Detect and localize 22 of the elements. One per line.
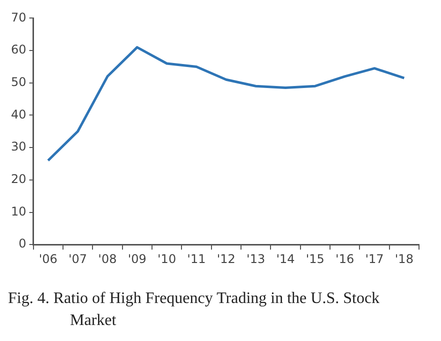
y-tick-label: 50 <box>10 75 26 90</box>
y-tick-label: 20 <box>10 172 26 186</box>
x-tick-label: '18 <box>394 252 414 266</box>
x-tick-label: '10 <box>158 252 176 266</box>
x-tick-label: '16 <box>336 252 354 266</box>
y-tick-label: 60 <box>10 42 26 57</box>
caption: Fig. 4. Ratio of High Frequency Trading in the U.S. Stock Market <box>8 289 381 331</box>
y-tick-label: 40 <box>10 107 26 122</box>
x-tick-label: '11 <box>187 252 206 266</box>
x-tick-label: '08 <box>98 252 117 266</box>
x-tick-label: '13 <box>246 252 266 266</box>
x-tick-label: '17 <box>365 252 384 266</box>
x-tick-label: '15 <box>306 252 324 266</box>
x-tick-label: '12 <box>216 252 236 266</box>
x-tick-label: '09 <box>128 252 146 266</box>
x-tick-label: '06 <box>38 252 58 266</box>
y-tick-label: 10 <box>10 204 26 218</box>
y-tick-label: 70 <box>10 10 26 24</box>
x-tick-label: '14 <box>276 252 295 266</box>
x-tick-label: '07 <box>68 252 88 266</box>
y-tick-label: 0 <box>18 236 26 251</box>
y-tick-label: 30 <box>10 140 26 154</box>
